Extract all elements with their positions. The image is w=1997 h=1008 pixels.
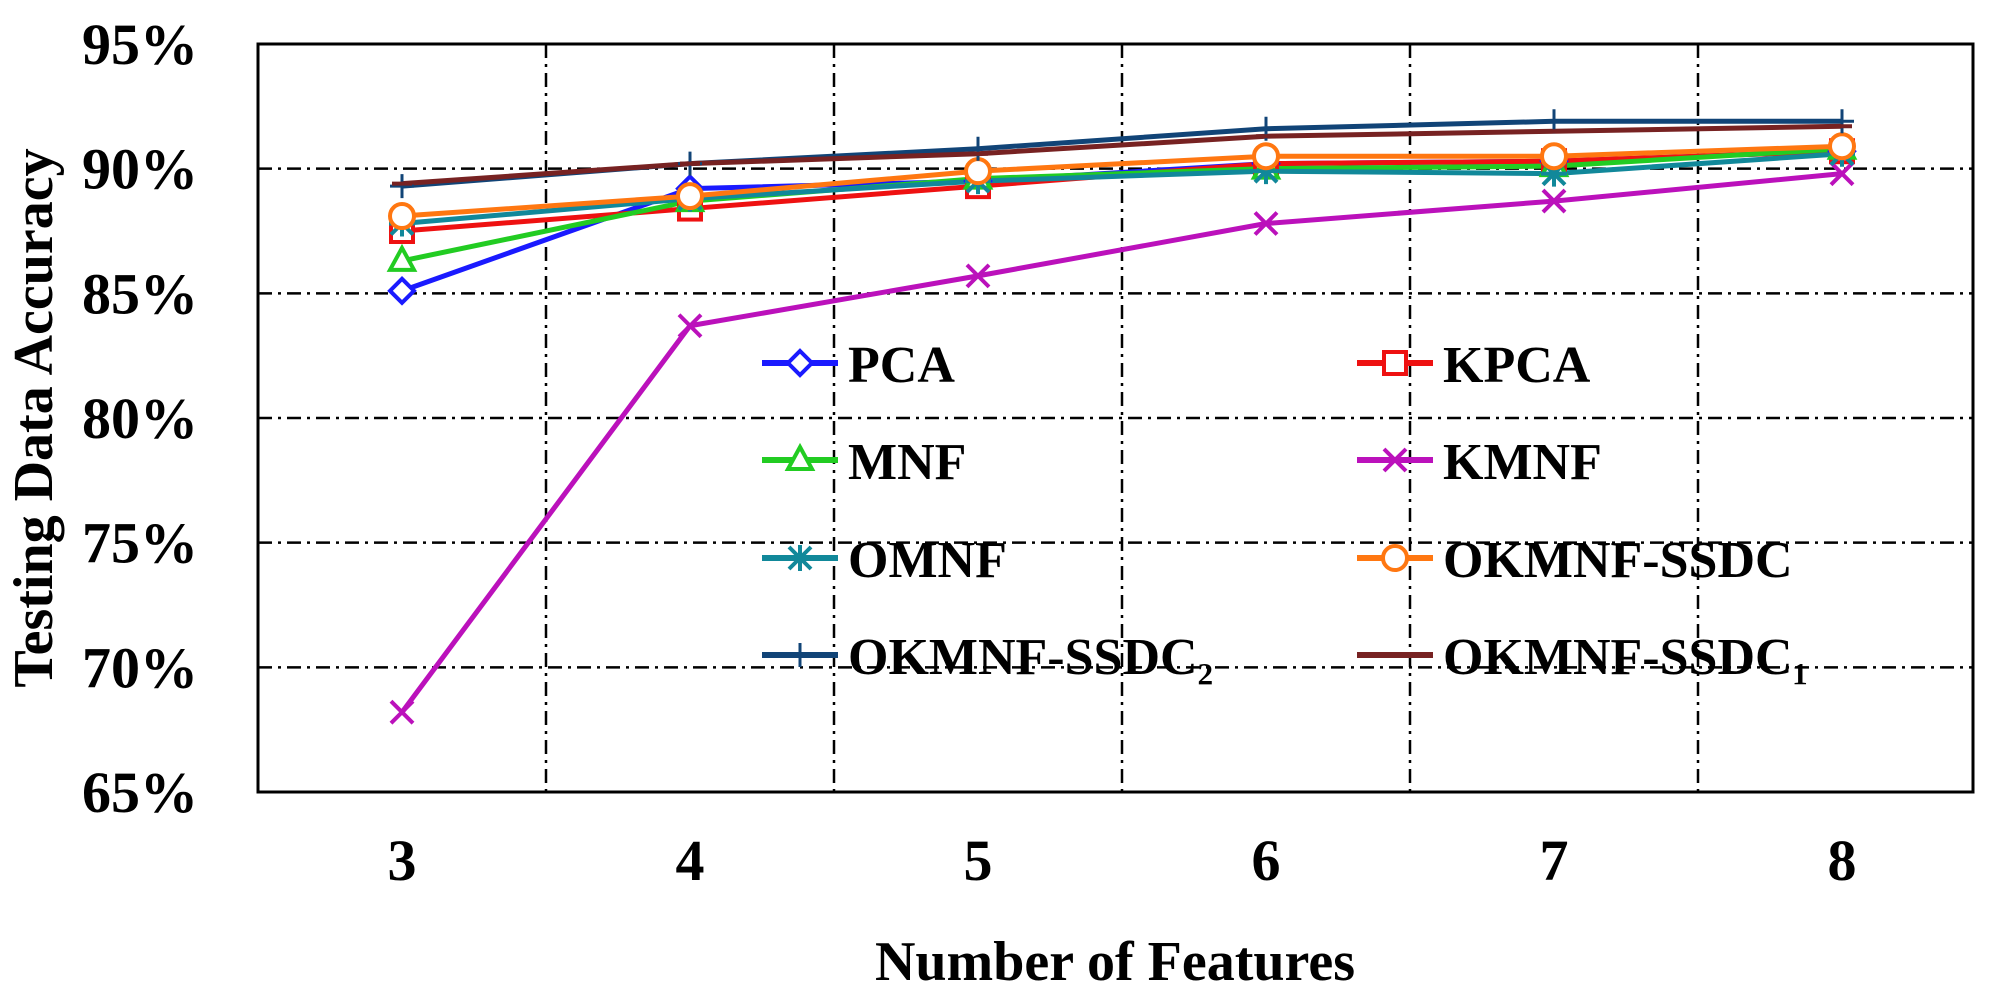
y-tick-label: 95% (82, 12, 198, 77)
data-point-kmnf (1829, 161, 1855, 187)
legend-marker (787, 545, 813, 571)
data-point-pca (387, 276, 417, 306)
plot-frame (256, 42, 1975, 794)
legend-label: OKMNF-SSDC₂ (848, 629, 1213, 686)
x-axis-ticks: 3 4 5 6 7 8 (388, 828, 1857, 893)
x-tick-label: 8 (1828, 828, 1857, 893)
data-point-kmnf (1541, 188, 1567, 214)
legend-marker (788, 643, 812, 667)
series-line-omnf (401, 151, 1843, 227)
x-tick-label: 3 (388, 828, 417, 893)
x-tick-label: 4 (676, 828, 705, 893)
data-point-kmnf (389, 699, 415, 725)
series-points-okmnf-ssdc- (392, 124, 1852, 186)
legend-item-mnf: MNF (762, 434, 966, 491)
legend: PCA KPCA MNF KMNF OMNF OKMNF-SSDC OKMNF-SSDC₂ O… (762, 337, 1808, 686)
data-point-kmnf (1253, 211, 1279, 236)
y-axis-title: Testing Data Accuracy (3, 148, 65, 687)
legend-item-okmnf-ssdc-: OKMNF-SSDC₁ (1357, 629, 1808, 686)
legend-label: OKMNF-SSDC (1443, 532, 1793, 589)
y-tick-label: 65% (82, 760, 198, 825)
legend-label: PCA (848, 337, 955, 394)
data-point-okmnf-ssdc- (1830, 109, 1854, 134)
y-tick-label: 70% (82, 635, 198, 700)
x-tick-label: 5 (964, 828, 993, 893)
series-points-okmnf-ssdc (388, 132, 1856, 231)
legend-item-kmnf: KMNF (1357, 434, 1602, 491)
data-point-okmnf-ssdc (676, 182, 704, 211)
data-point-kmnf (677, 313, 703, 339)
data-point-okmnf-ssdc (964, 157, 992, 186)
legend-item-pca: PCA (762, 337, 955, 394)
data-point-kmnf (965, 263, 991, 289)
data-point-okmnf-ssdc (388, 202, 416, 231)
legend-label: OMNF (848, 532, 1007, 589)
series-line-kmnf (399, 171, 1843, 714)
legend-label: MNF (848, 434, 966, 491)
series-lines (399, 118, 1843, 714)
x-tick-label: 6 (1252, 828, 1281, 893)
legend-marker (1382, 350, 1408, 376)
series-line-okmnf-ssdc- (401, 123, 1843, 187)
series-points-kmnf (389, 161, 1855, 725)
data-point-okmnf-ssdc (1540, 142, 1568, 171)
legend-label: OKMNF-SSDC₁ (1443, 629, 1808, 686)
data-point-okmnf-ssdc (1252, 142, 1280, 171)
y-tick-label: 75% (82, 511, 198, 576)
legend-marker (785, 348, 815, 378)
legend-item-okmnf-ssdc: OKMNF-SSDC (1357, 532, 1793, 589)
legend-item-omnf: OMNF (762, 532, 1007, 589)
x-tick-label: 7 (1540, 828, 1569, 893)
legend-marker (1381, 544, 1409, 572)
data-point-omnf (1253, 158, 1279, 185)
series-line-okmnf-ssdc (401, 143, 1843, 219)
legend-item-kpca: KPCA (1357, 337, 1591, 394)
data-point-okmnf-ssdc- (966, 136, 990, 161)
y-axis-ticks: 65% 70% 75% 80% 85% 90% 95% (82, 12, 198, 825)
legend-label: KMNF (1443, 434, 1602, 491)
series-markers (386, 109, 1858, 725)
y-tick-label: 85% (82, 261, 198, 326)
data-point-mnf (386, 243, 418, 272)
legend-marker (784, 442, 816, 471)
x-axis-title: Number of Features (875, 931, 1355, 993)
y-tick-label: 90% (82, 137, 198, 202)
data-point-okmnf-ssdc (1828, 132, 1856, 161)
legend-item-okmnf-ssdc-: OKMNF-SSDC₂ (762, 629, 1213, 686)
data-point-omnf (1541, 160, 1567, 187)
y-tick-label: 80% (82, 386, 198, 451)
legend-label: KPCA (1443, 337, 1591, 394)
data-point-okmnf-ssdc- (390, 174, 414, 199)
legend-marker (1382, 447, 1408, 473)
